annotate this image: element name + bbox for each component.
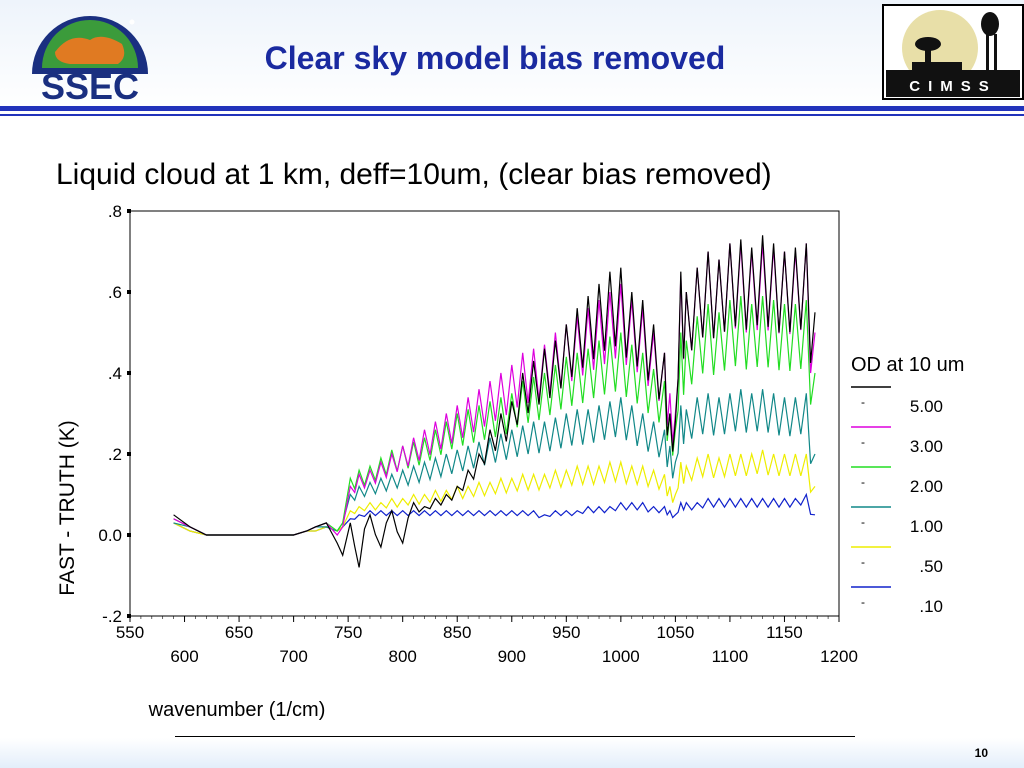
x-tick-label-550: 550 — [116, 623, 144, 642]
y-tick-label-5: -.2 — [102, 607, 122, 626]
y-tick-label-3: .2 — [108, 445, 122, 464]
x-tick-label-1100: 1100 — [712, 647, 749, 666]
y-tick-label-0: .8 — [108, 202, 122, 221]
y-tick-mark-1 — [127, 290, 131, 294]
series-line-5p00 — [173, 235, 816, 568]
legend-label-5p00: 5.00 — [910, 397, 943, 416]
x-tick-label-800: 800 — [389, 647, 417, 666]
x-tick-label-1150: 1150 — [766, 623, 803, 642]
y-tick-mark-5 — [127, 614, 131, 618]
legend-label-1p00: 1.00 — [910, 517, 943, 536]
legend-title: OD at 10 um — [851, 354, 964, 376]
y-tick-mark-0 — [127, 209, 131, 213]
x-tick-label-600: 600 — [170, 647, 198, 666]
y-axis-label: FAST - TRUTH (K) — [56, 420, 79, 595]
x-tick-label-1000: 1000 — [602, 647, 640, 666]
page-number: 10 — [974, 746, 988, 760]
y-tick-mark-2 — [127, 371, 131, 375]
x-tick-label-1200: 1200 — [820, 647, 858, 666]
x-tick-label-700: 700 — [279, 647, 307, 666]
legend-label-2p00: 2.00 — [910, 477, 943, 496]
x-tick-label-1050: 1050 — [656, 623, 694, 642]
y-tick-label-4: 0.0 — [98, 526, 122, 545]
header-rule-thick — [0, 106, 1024, 111]
cimss-logo: CIMSS — [882, 4, 1024, 100]
chart: .8 .6 .4 .2 0.0 -.2 550 650 750 850 950 1050 1150 60… — [56, 202, 964, 721]
x-tick-label-950: 950 — [552, 623, 580, 642]
y-tick-mark-3 — [127, 452, 131, 456]
y-axis: .8 .6 .4 .2 0.0 -.2 — [98, 202, 131, 626]
x-tick-label-850: 850 — [443, 623, 471, 642]
ssec-logo-text: SSEC — [41, 66, 139, 107]
x-tick-label-650: 650 — [225, 623, 253, 642]
series-line-p50 — [173, 449, 816, 536]
legend-label-3p00: 3.00 — [910, 437, 943, 456]
series-line-p10 — [173, 492, 816, 536]
legend-marker: - — [861, 475, 865, 489]
slide-title: Clear sky model bias removed — [264, 40, 726, 76]
legend-label-p10: .10 — [919, 597, 943, 616]
legend-marker: - — [861, 435, 865, 449]
x-tick-label-900: 900 — [498, 647, 526, 666]
x-axis: 550 650 750 850 950 1050 1150 600 700 800 900 1000 1… — [116, 616, 858, 666]
legend-label-p50: .50 — [919, 557, 943, 576]
slide-subtitle: Liquid cloud at 1 km, deff=10um, (clear … — [56, 158, 772, 191]
footer-rule — [175, 736, 855, 737]
x-axis-label: wavenumber (1/cm) — [148, 699, 326, 721]
slide-header — [0, 0, 1024, 112]
legend: - 5.00 - 3.00 - 2.00 - 1.00 - .50 - .10 — [851, 386, 943, 616]
legend-marker: - — [861, 555, 865, 569]
ssec-logo: SSEC — [32, 16, 148, 107]
series-line-2p00 — [173, 296, 816, 536]
y-tick-label-2: .4 — [108, 364, 122, 383]
legend-marker: - — [861, 395, 865, 409]
y-tick-mark-4 — [127, 533, 131, 537]
legend-marker: - — [861, 515, 865, 529]
series-layer — [173, 235, 816, 568]
footer-bar — [0, 738, 1024, 768]
cimss-logo-text: CIMSS — [909, 78, 997, 95]
header-rule-thin — [0, 114, 1024, 116]
legend-marker: - — [861, 595, 865, 609]
series-line-1p00 — [173, 389, 816, 536]
x-tick-label-750: 750 — [334, 623, 362, 642]
y-tick-label-1: .6 — [108, 283, 122, 302]
